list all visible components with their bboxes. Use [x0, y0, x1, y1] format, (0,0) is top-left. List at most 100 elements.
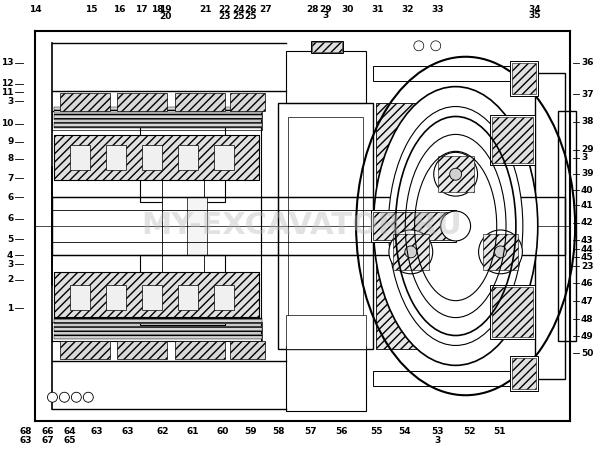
- Text: 66: 66: [41, 428, 54, 436]
- Bar: [376, 103, 455, 350]
- Text: 63: 63: [19, 436, 32, 445]
- Text: 40: 40: [581, 185, 593, 194]
- Bar: [374, 67, 536, 80]
- Bar: [512, 63, 536, 94]
- Bar: [162, 180, 204, 272]
- Text: 13: 13: [1, 58, 13, 68]
- Bar: [140, 255, 224, 324]
- Text: 31: 31: [371, 5, 384, 14]
- Text: 67: 67: [41, 436, 54, 445]
- Text: 10: 10: [1, 119, 13, 128]
- Text: 12: 12: [1, 79, 13, 88]
- Bar: [373, 66, 537, 81]
- Bar: [311, 41, 343, 53]
- Bar: [371, 93, 396, 360]
- Text: 41: 41: [581, 201, 593, 210]
- Bar: [140, 127, 224, 202]
- Bar: [187, 202, 207, 210]
- Text: 23: 23: [581, 262, 593, 271]
- Text: 37: 37: [581, 90, 593, 99]
- Text: 1: 1: [7, 304, 13, 313]
- Text: 20: 20: [159, 12, 172, 21]
- Text: 9: 9: [7, 137, 13, 146]
- Bar: [260, 71, 278, 379]
- Bar: [230, 93, 265, 111]
- Bar: [55, 272, 259, 317]
- Bar: [55, 114, 262, 121]
- Text: 29: 29: [581, 145, 593, 154]
- Bar: [535, 73, 565, 379]
- Text: 26: 26: [244, 5, 257, 14]
- Bar: [393, 234, 429, 270]
- Bar: [162, 252, 204, 272]
- Ellipse shape: [374, 86, 538, 365]
- Bar: [187, 242, 207, 250]
- Bar: [175, 93, 224, 111]
- Text: 3: 3: [581, 153, 587, 162]
- Bar: [286, 315, 366, 350]
- Text: 54: 54: [398, 428, 410, 436]
- Text: 16: 16: [113, 5, 125, 14]
- Bar: [374, 372, 536, 385]
- Circle shape: [389, 230, 433, 274]
- Text: 22: 22: [218, 5, 231, 14]
- Text: 39: 39: [581, 170, 593, 179]
- Bar: [560, 112, 575, 339]
- Text: 7: 7: [7, 174, 13, 183]
- Bar: [117, 342, 167, 360]
- Text: 48: 48: [581, 315, 593, 324]
- Text: 27: 27: [259, 5, 272, 14]
- Circle shape: [449, 168, 461, 180]
- Text: 25: 25: [244, 12, 257, 21]
- Text: 3: 3: [7, 260, 13, 269]
- Bar: [230, 342, 265, 360]
- Text: 18: 18: [151, 5, 163, 14]
- Circle shape: [59, 392, 70, 402]
- Bar: [140, 127, 224, 202]
- Bar: [286, 346, 366, 411]
- Circle shape: [441, 211, 470, 241]
- Bar: [490, 116, 535, 165]
- Bar: [55, 107, 262, 112]
- Bar: [286, 51, 366, 103]
- Bar: [490, 285, 535, 339]
- Text: 14: 14: [29, 5, 42, 14]
- Text: 64: 64: [63, 428, 76, 436]
- Text: 63: 63: [91, 428, 103, 436]
- Text: 62: 62: [157, 428, 169, 436]
- Text: 49: 49: [581, 332, 593, 341]
- Bar: [371, 210, 455, 242]
- Bar: [493, 287, 533, 338]
- Bar: [260, 167, 289, 285]
- Circle shape: [434, 153, 478, 196]
- Text: 55: 55: [370, 428, 382, 436]
- Bar: [535, 73, 565, 379]
- Text: 52: 52: [464, 428, 476, 436]
- Bar: [438, 156, 473, 192]
- Text: 60: 60: [217, 428, 229, 436]
- Text: 8: 8: [7, 154, 13, 163]
- Bar: [214, 145, 233, 170]
- Bar: [55, 333, 262, 339]
- Text: 47: 47: [581, 297, 593, 306]
- Bar: [55, 318, 262, 324]
- Circle shape: [479, 230, 523, 274]
- Bar: [175, 342, 224, 360]
- Circle shape: [414, 41, 424, 51]
- Circle shape: [405, 246, 417, 258]
- Bar: [307, 41, 346, 61]
- Text: 29: 29: [319, 5, 332, 14]
- Bar: [278, 103, 373, 350]
- Text: 38: 38: [581, 117, 593, 126]
- Bar: [52, 197, 565, 222]
- Text: 56: 56: [336, 428, 348, 436]
- Text: 63: 63: [122, 428, 134, 436]
- Bar: [493, 117, 533, 163]
- Text: 34: 34: [528, 5, 541, 14]
- Text: 6: 6: [7, 193, 13, 202]
- Text: 46: 46: [581, 279, 593, 288]
- Circle shape: [431, 41, 441, 51]
- Bar: [35, 342, 278, 411]
- Bar: [61, 93, 110, 111]
- Bar: [511, 356, 538, 391]
